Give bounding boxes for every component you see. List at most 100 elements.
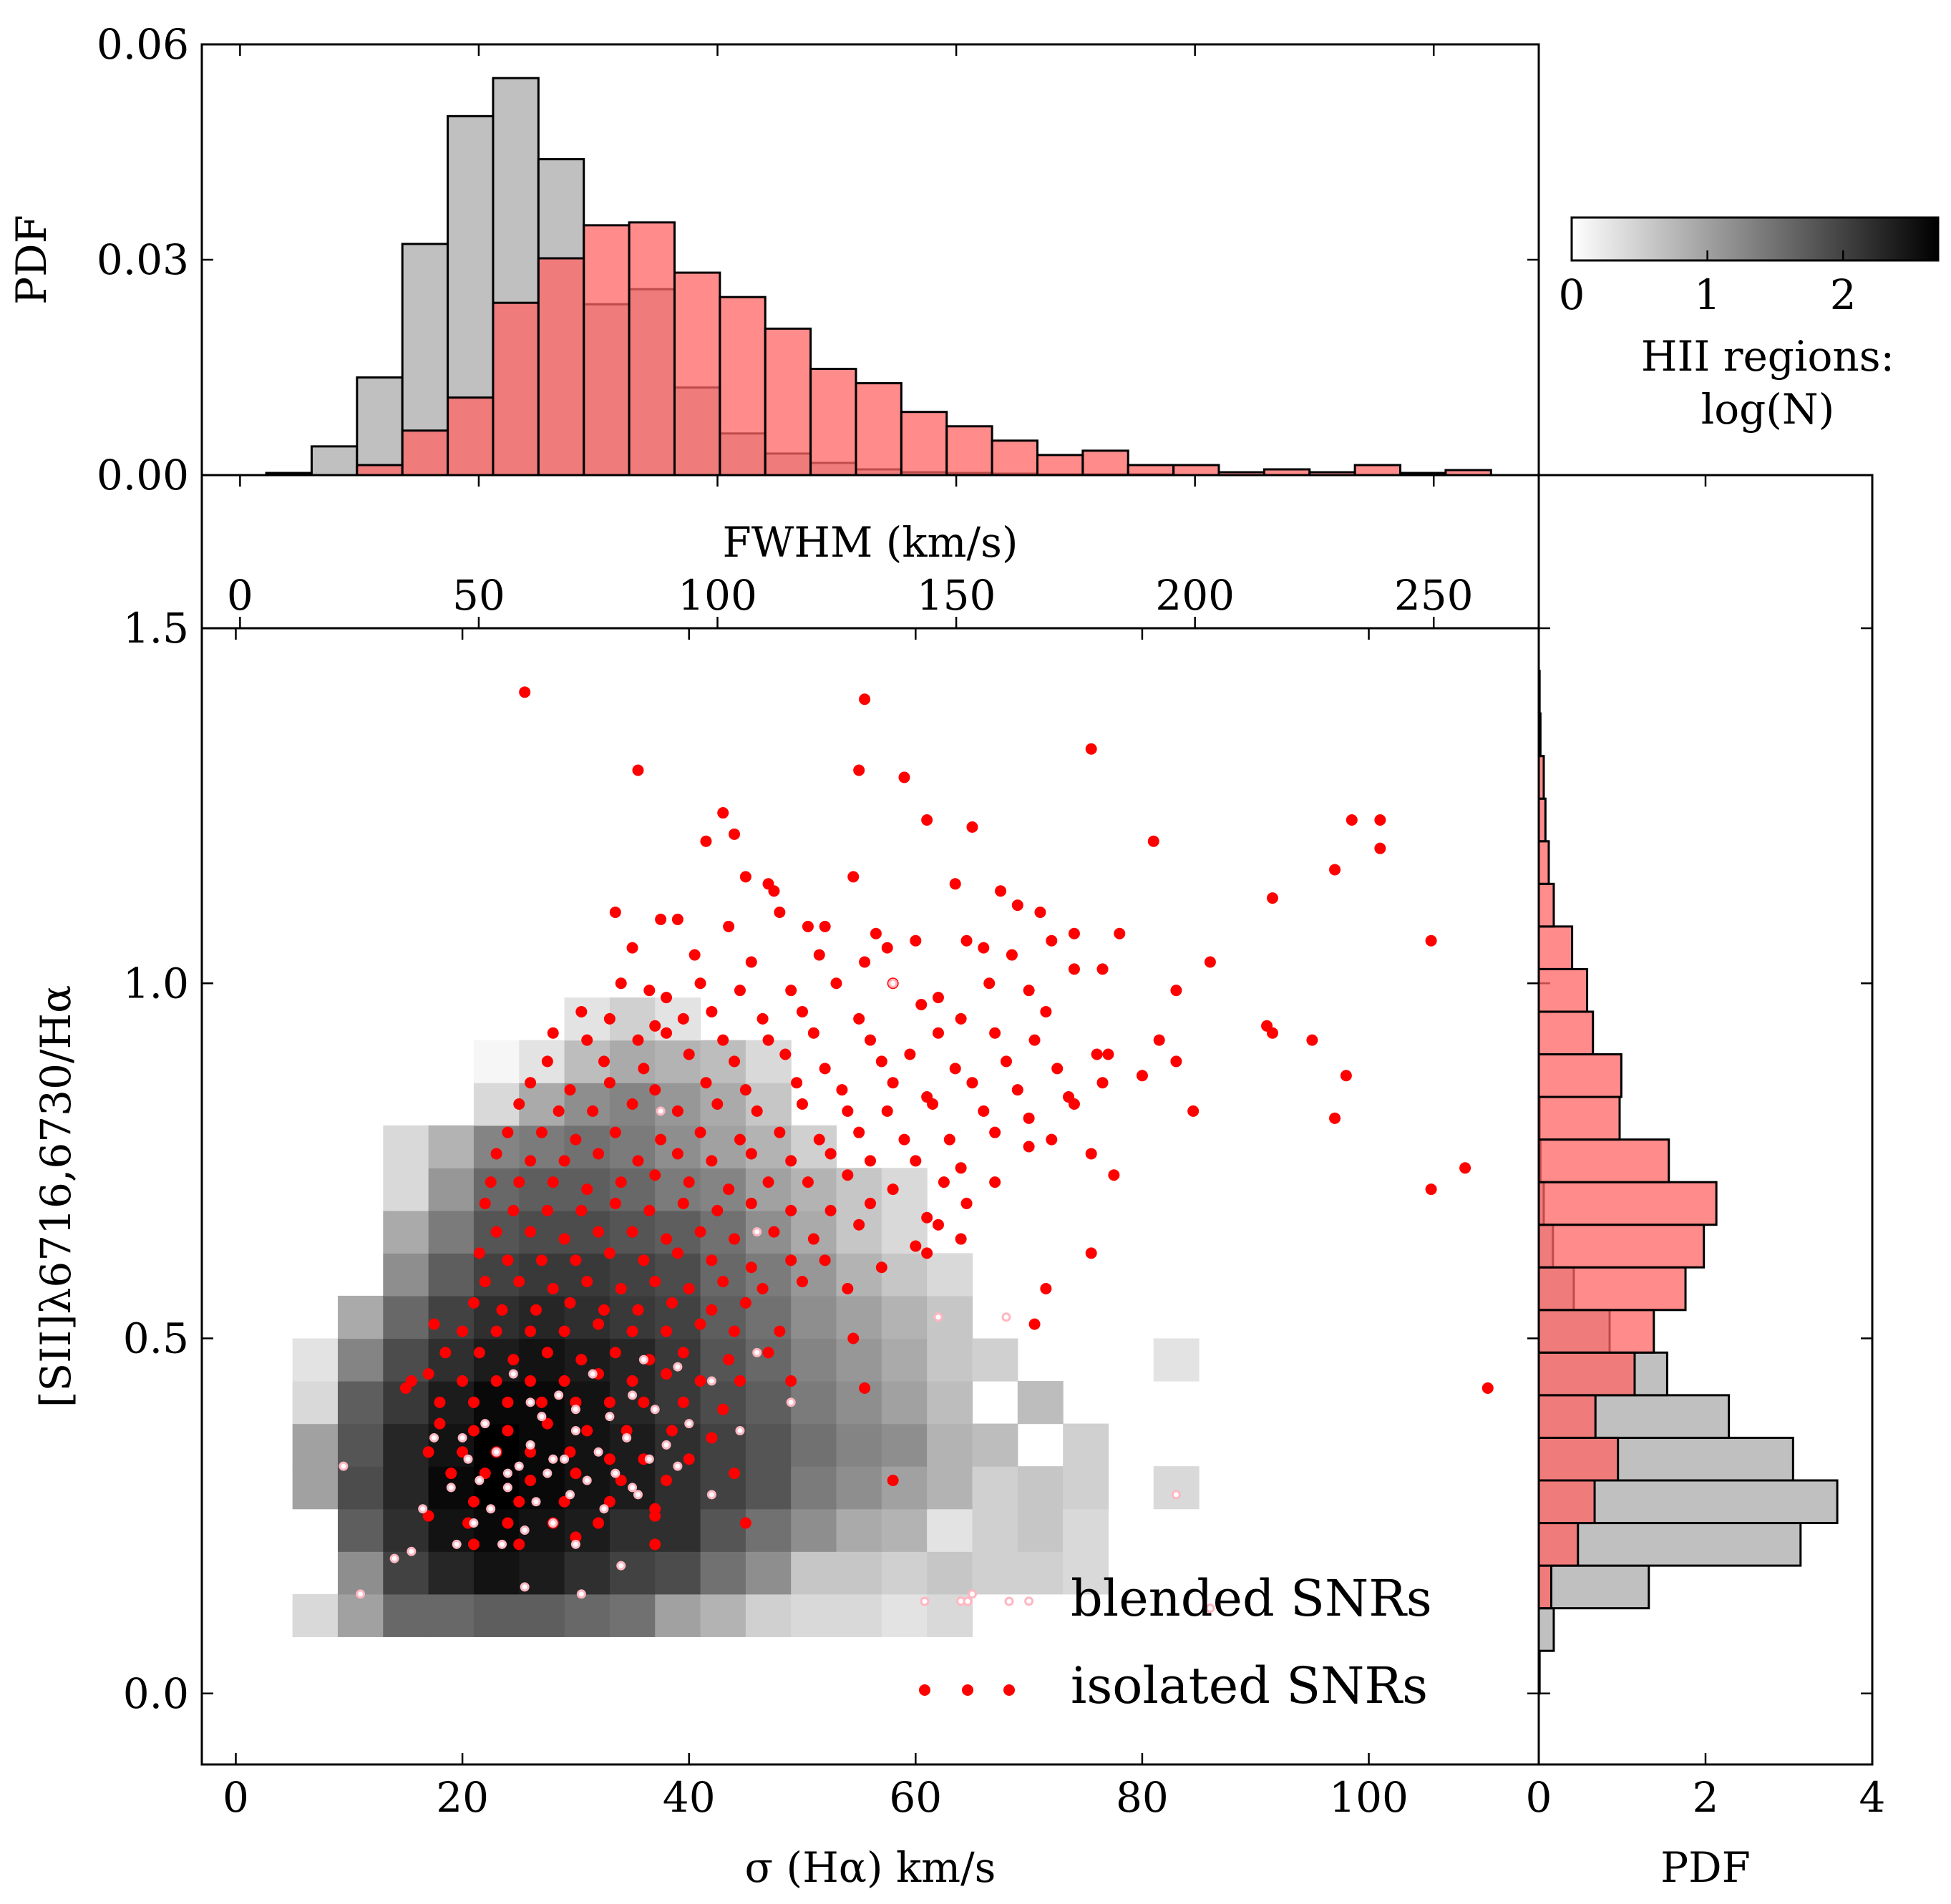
isolated-snr-point — [564, 1446, 576, 1458]
top-hist-snr-bar — [1127, 464, 1175, 475]
blended-snr-point — [752, 1347, 762, 1357]
isolated-snr-point — [881, 1105, 893, 1117]
right-xtick-label: 4 — [1859, 1773, 1886, 1822]
top-hist-snr-bar — [1172, 464, 1220, 475]
isolated-snr-point — [671, 1247, 683, 1259]
top-hist-snr-bar — [991, 439, 1039, 475]
isolated-snr-point — [575, 1354, 588, 1366]
isolated-snr-point — [513, 1495, 525, 1508]
heatmap-cell — [881, 1381, 928, 1425]
isolated-snr-point — [1085, 1148, 1097, 1160]
isolated-snr-point — [706, 1155, 718, 1167]
isolated-snr-point — [774, 1325, 786, 1337]
isolated-snr-point — [581, 1425, 593, 1437]
isolated-snr-point — [1459, 1162, 1471, 1174]
heatmap-cell — [972, 1551, 1018, 1595]
isolated-snr-point — [802, 920, 814, 932]
right-hist-snr-bar — [1537, 1351, 1636, 1397]
legend-marker-isolated — [919, 1684, 1015, 1696]
isolated-snr-point — [729, 828, 741, 840]
blended-snr-point — [628, 1390, 638, 1400]
blended-snr-point — [446, 1483, 456, 1493]
isolated-snr-point — [717, 1276, 729, 1288]
isolated-snr-point — [1068, 963, 1080, 975]
isolated-snr-point — [513, 1538, 525, 1551]
isolated-snr-point — [960, 934, 973, 947]
isolated-snr-point — [570, 1396, 582, 1408]
blended-snr-point — [480, 1419, 490, 1429]
isolated-snr-point — [807, 1233, 819, 1245]
isolated-snr-point — [1028, 1034, 1041, 1046]
right-hist-snr-bar — [1537, 1138, 1670, 1183]
hii-density-heatmap — [292, 997, 1200, 1637]
isolated-snr-point — [603, 1247, 616, 1259]
isolated-snr-point — [525, 1325, 537, 1337]
isolated-snr-point — [1266, 1027, 1278, 1039]
isolated-snr-point — [898, 771, 910, 783]
isolated-snr-point — [598, 1055, 610, 1068]
heatmap-cell — [383, 1125, 429, 1168]
isolated-snr-point — [467, 1425, 480, 1437]
isolated-snr-point — [661, 1325, 673, 1337]
heatmap-cell — [745, 1040, 792, 1083]
colorbar-tick-label: 2 — [1830, 270, 1857, 319]
heatmap-cell — [745, 1381, 792, 1425]
isolated-snr-point — [507, 1204, 520, 1216]
isolated-snr-point — [638, 1396, 650, 1408]
heatmap-cell — [881, 1253, 928, 1297]
isolated-snr-point — [655, 913, 667, 925]
isolated-snr-point — [943, 1133, 955, 1146]
blended-snr-point — [520, 1525, 530, 1535]
main-ytick-label: 1.0 — [123, 959, 189, 1007]
right-hist-snr-bar — [1537, 967, 1589, 1013]
blended-snr-point — [502, 1468, 512, 1478]
blended-snr-point — [486, 1504, 496, 1514]
top-hist-snr-bar — [401, 429, 449, 475]
isolated-snr-point — [541, 1055, 553, 1068]
isolated-snr-point — [819, 1063, 831, 1075]
isolated-snr-point — [655, 1133, 667, 1146]
heatmap-cell — [292, 1466, 339, 1510]
heatmap-cell — [927, 1423, 973, 1467]
blended-snr-point — [1024, 1596, 1034, 1606]
blended-snr-point — [706, 1376, 716, 1386]
legend-label-isolated: isolated SNRs — [1071, 1656, 1428, 1715]
isolated-snr-point — [1102, 1048, 1114, 1060]
legend-isolated-marker — [962, 1684, 973, 1696]
legend-isolated-marker — [919, 1684, 930, 1696]
top-hist-snr-bar — [1353, 464, 1402, 475]
legend-blended-marker — [1004, 1596, 1014, 1606]
isolated-snr-point — [1482, 1382, 1494, 1394]
main-xlabel: σ (Hα) km/s — [745, 1843, 996, 1892]
blended-snr-point — [786, 1397, 796, 1407]
isolated-snr-point — [729, 1468, 741, 1480]
isolated-snr-point — [910, 934, 922, 947]
heatmap-cell — [972, 1423, 1018, 1467]
legend-isolated-marker — [1003, 1684, 1015, 1696]
isolated-snr-point — [479, 1276, 491, 1288]
legend-blended-marker — [963, 1596, 973, 1606]
isolated-snr-point — [626, 1098, 638, 1110]
isolated-snr-point — [525, 1226, 537, 1238]
right-hist-snr-bar — [1537, 925, 1574, 970]
blended-snr-point — [463, 1454, 473, 1464]
isolated-snr-point — [643, 1204, 656, 1216]
blended-snr-point — [492, 1447, 502, 1457]
isolated-snr-point — [1108, 1169, 1120, 1181]
isolated-snr-point — [978, 1105, 990, 1117]
isolated-snr-point — [995, 885, 1007, 897]
isolated-snr-point — [445, 1468, 457, 1480]
blended-snr-point — [605, 1412, 615, 1422]
heatmap-cell — [791, 1551, 837, 1595]
isolated-snr-point — [603, 1077, 616, 1089]
isolated-snr-point — [706, 1432, 718, 1444]
heatmap-cell — [564, 1551, 610, 1595]
isolated-snr-point — [938, 1176, 950, 1188]
isolated-snr-point — [558, 1155, 570, 1167]
isolated-snr-point — [739, 1517, 751, 1529]
isolated-snr-point — [762, 878, 774, 890]
isolated-snr-point — [1023, 985, 1035, 997]
legend-blended-marker — [920, 1596, 930, 1606]
isolated-snr-point — [779, 1048, 792, 1060]
isolated-snr-point — [530, 1304, 542, 1316]
